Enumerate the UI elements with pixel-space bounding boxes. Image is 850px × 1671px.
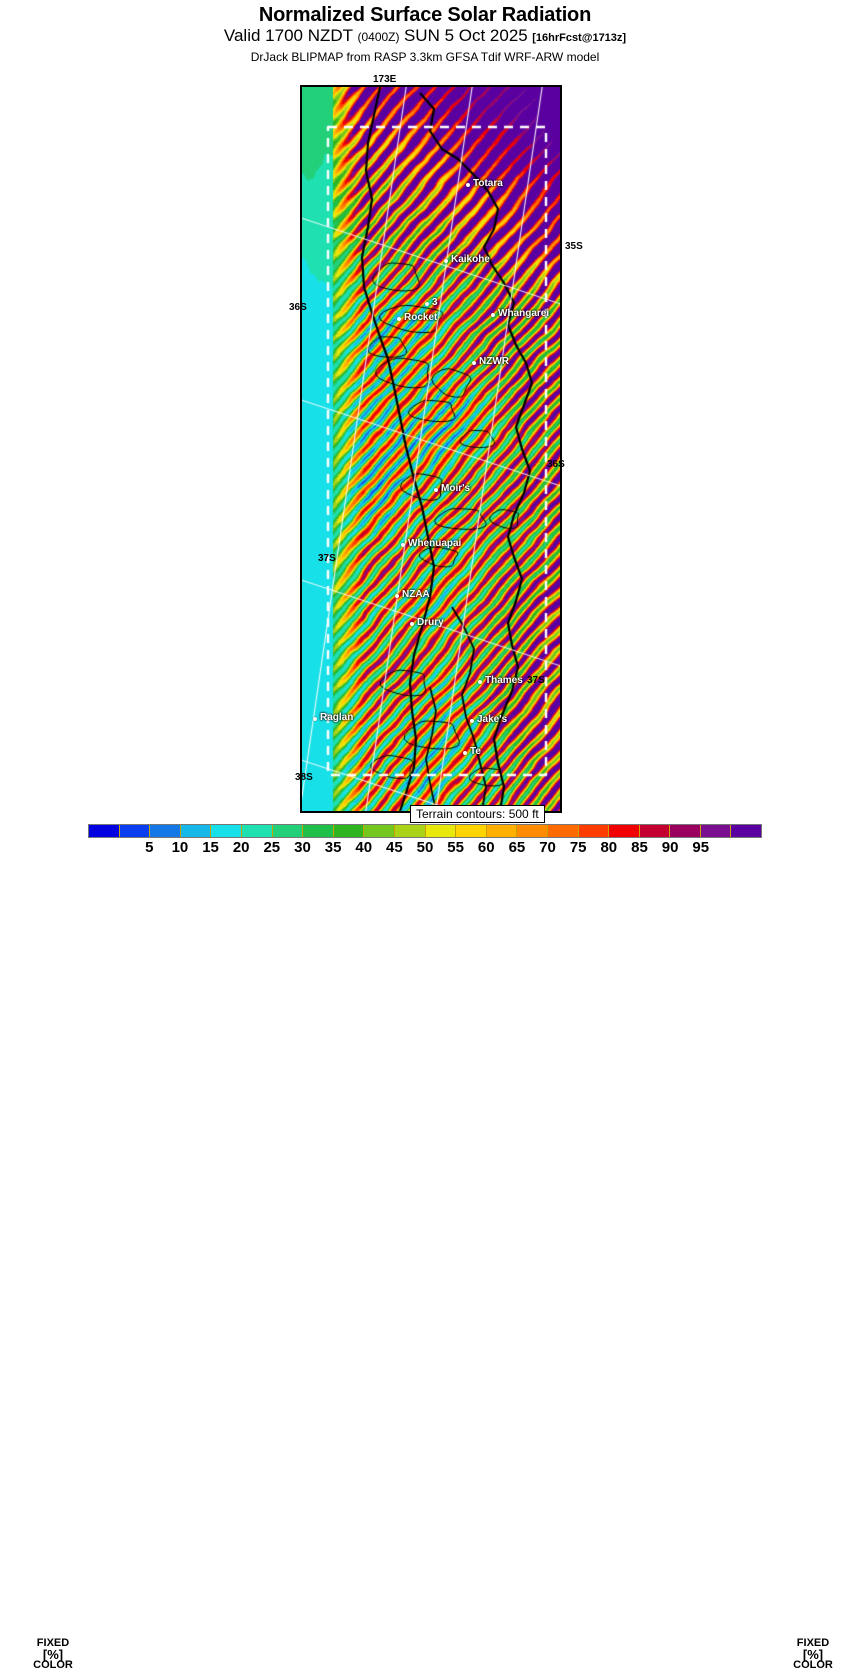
fixed-label-line1: FIXED <box>36 1637 70 1649</box>
colorbar-tick-label: 85 <box>631 839 648 856</box>
colorbar-swatch <box>547 825 579 837</box>
colorbar-tick-label: 45 <box>386 839 403 856</box>
site-marker[interactable] <box>434 488 438 492</box>
colorbar-swatch <box>333 825 365 837</box>
colorbar-swatch <box>700 825 732 837</box>
grid-coordinate-label: 35S <box>565 241 583 252</box>
colorbar-tick-label: 5 <box>145 839 154 856</box>
colorbar-swatch <box>425 825 457 837</box>
forecast-tag: [16hrFcst@1713z] <box>532 32 627 44</box>
grid-coordinate-label: 37S <box>527 675 545 686</box>
site-marker[interactable] <box>395 594 399 598</box>
colorbar-swatch <box>639 825 671 837</box>
colorbar-tick-label: 35 <box>324 839 342 856</box>
colorbar-units-left: FIXED [%] COLOR <box>18 1638 88 1671</box>
site-marker[interactable] <box>478 680 482 684</box>
colorbar-ticks: 5 10 15 20 25 30 35 40 45 50 55 60 65 70 75 80 85 90 95 <box>88 839 762 859</box>
colorbar-swatch <box>180 825 212 837</box>
fixed-label-line2: [%] <box>802 1647 824 1662</box>
site-marker[interactable] <box>425 302 429 306</box>
colorbar-swatch <box>578 825 610 837</box>
grid-coordinate-label: 36S <box>289 302 307 313</box>
valid-time-line: Valid 1700 NZDT (0400Z) SUN 5 Oct 2025 [… <box>0 26 850 48</box>
valid-date: SUN 5 Oct 2025 <box>403 26 528 45</box>
colorbar-tick-label: 65 <box>508 839 526 856</box>
colorbar-tick-label: 80 <box>600 839 618 856</box>
colorbar-gradient <box>88 824 762 838</box>
colorbar-swatch <box>272 825 304 837</box>
colorbar-tick-label: 10 <box>171 839 189 856</box>
fixed-label-line3: COLOR <box>793 1659 833 1671</box>
colorbar-swatch <box>456 825 487 837</box>
colorbar-swatch <box>670 825 701 837</box>
grid-coordinate-label: 37S <box>318 553 336 564</box>
valid-time-prefix: Valid 1700 NZDT <box>223 26 354 45</box>
colorbar-swatch <box>241 825 273 837</box>
colorbar-tick-label: 50 <box>416 839 434 856</box>
terrain-contour-note: Terrain contours: 500 ft <box>410 805 545 823</box>
valid-time-utc: (0400Z) <box>357 30 400 44</box>
site-marker[interactable] <box>444 259 448 263</box>
site-marker[interactable] <box>313 717 317 721</box>
colorbar-swatch <box>394 825 426 837</box>
colorbar-tick-label: 25 <box>263 839 281 856</box>
colorbar: FIXED [%] COLOR 5 10 15 20 25 30 35 40 45 50 55 60 6… <box>0 820 850 1671</box>
grid-coordinate-label: 36S <box>547 459 565 470</box>
colorbar-tick-label: 60 <box>477 839 495 856</box>
colorbar-tick-label: 40 <box>355 839 373 856</box>
colorbar-swatch <box>119 825 151 837</box>
colorbar-swatch <box>364 825 395 837</box>
title-block: Normalized Surface Solar Radiation Valid… <box>0 4 850 65</box>
colorbar-tick-label: 55 <box>447 839 464 856</box>
colorbar-tick-label: 30 <box>294 839 311 856</box>
colorbar-tick-label: 75 <box>569 839 587 856</box>
model-description: DrJack BLIPMAP from RASP 3.3km GFSA Tdif… <box>250 50 600 64</box>
forecast-map[interactable]: Totara Kaikohe 3 Rocket Whangarei NZWR Moir's W… <box>300 85 562 813</box>
colorbar-swatch <box>211 825 242 837</box>
colorbar-tick-label: 15 <box>202 839 219 856</box>
colorbar-swatch <box>303 825 334 837</box>
grid-coordinate-label: 173E <box>373 74 397 85</box>
colorbar-tick-label: 90 <box>661 839 679 856</box>
site-marker[interactable] <box>466 183 470 187</box>
fixed-label-line1: FIXED <box>796 1637 830 1649</box>
colorbar-units-right: FIXED [%] COLOR <box>778 1638 848 1671</box>
colorbar-swatch <box>150 825 181 837</box>
colorbar-tick-label: 70 <box>539 839 556 856</box>
colorbar-swatch <box>89 825 120 837</box>
map-raster <box>302 87 560 811</box>
fixed-label-line2: [%] <box>42 1647 64 1662</box>
site-marker[interactable] <box>463 751 467 755</box>
colorbar-swatch <box>517 825 548 837</box>
site-marker[interactable] <box>472 361 476 365</box>
site-marker[interactable] <box>401 543 405 547</box>
colorbar-swatch <box>486 825 518 837</box>
site-marker[interactable] <box>470 719 474 723</box>
site-marker[interactable] <box>491 313 495 317</box>
fixed-label-line3: COLOR <box>33 1659 73 1671</box>
colorbar-swatch <box>609 825 640 837</box>
grid-coordinate-label: 38S <box>295 772 313 783</box>
page-title: Normalized Surface Solar Radiation <box>258 4 592 26</box>
colorbar-tick-label: 95 <box>692 839 710 856</box>
colorbar-swatch <box>731 825 762 837</box>
colorbar-tick-label: 20 <box>232 839 250 856</box>
site-marker[interactable] <box>397 317 401 321</box>
site-marker[interactable] <box>410 622 414 626</box>
